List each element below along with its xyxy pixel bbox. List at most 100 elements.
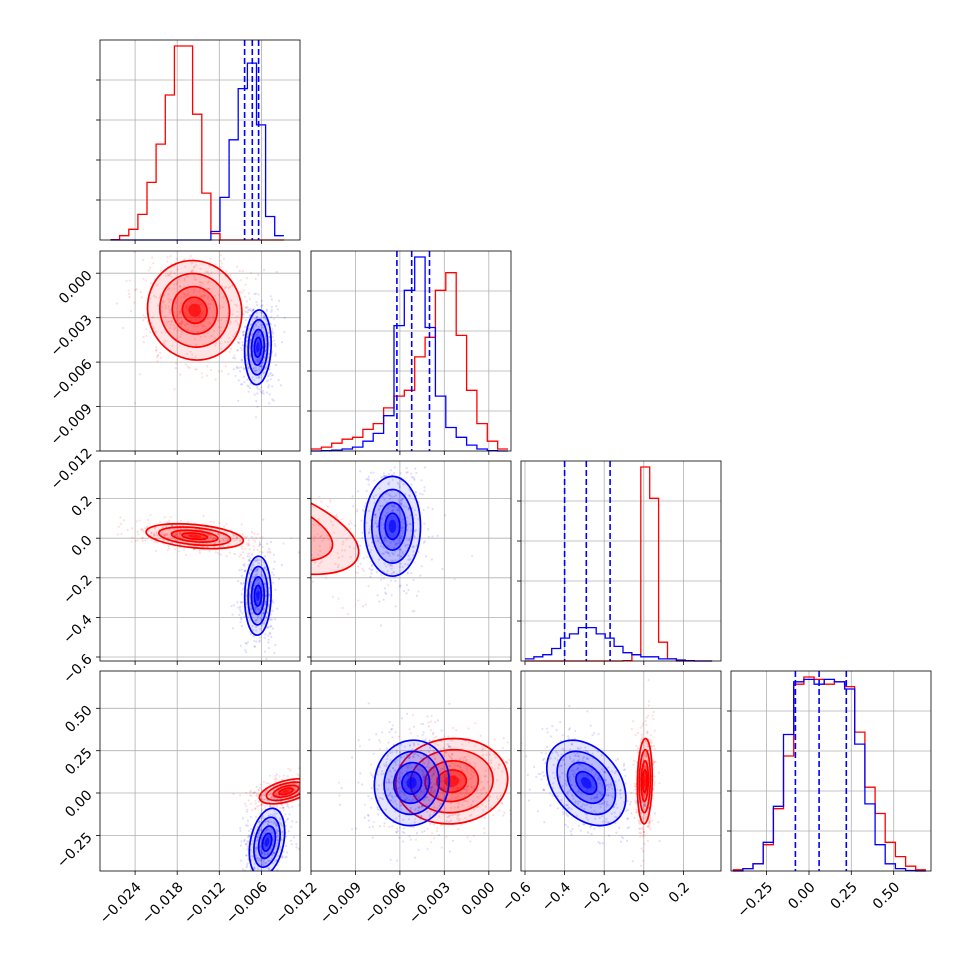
- scatter-panel-2-1-red-point: [270, 490, 272, 492]
- scatter-panel-1-0-red-point: [164, 315, 167, 318]
- scatter-panel-2-1-blue-point: [422, 541, 425, 544]
- scatter-panel-3-0-blue-point: [273, 798, 276, 801]
- scatter-panel-2-0-blue-point: [242, 601, 245, 604]
- scatter-panel-3-0-blue-point: [261, 851, 264, 854]
- scatter-panel-1-0-red-point: [242, 289, 245, 292]
- scatter-panel-3-1-blue-point: [409, 790, 412, 793]
- scatter-panel-3-1-red-point: [494, 756, 497, 759]
- scatter-panel-2-1-blue-point: [380, 524, 383, 527]
- scatter-panel-2-1-red-point: [367, 585, 370, 588]
- scatter-panel-1-0-blue-point: [244, 307, 247, 310]
- scatter-panel-1-0-red-point: [163, 343, 166, 346]
- scatter-panel-2-0-red-point: [232, 533, 235, 536]
- scatter-panel-1-0-blue-point: [260, 304, 263, 307]
- scatter-panel-2-0-red-point: [244, 537, 247, 540]
- scatter-panel-1-0-blue-point: [280, 341, 284, 344]
- scatter-panel-3-0-blue-point: [267, 820, 270, 823]
- scatter-panel-1-0-blue-point: [247, 292, 250, 295]
- scatter-panel-2-1-blue-point: [391, 552, 394, 555]
- scatter-panel-2-0-red-point: [224, 538, 227, 541]
- scatter-panel-3-1-red-point: [448, 755, 451, 758]
- scatter-panel-2-1-blue-point: [371, 568, 374, 571]
- scatter-panel-2-0-blue-point: [254, 559, 257, 562]
- scatter-panel-2-0-red-point: [254, 540, 257, 543]
- scatter-panel-2-0-blue-point: [236, 580, 240, 583]
- scatter-panel-3-0-red-point: [305, 784, 307, 786]
- scatter-panel-2-1-blue-point: [396, 509, 399, 512]
- scatter-panel-2-1-red-point: [417, 590, 420, 593]
- scatter-panel-3-0-blue-point: [246, 824, 249, 827]
- scatter-panel-3-0-blue-point: [262, 859, 265, 863]
- scatter-panel-3-1-red-point: [444, 774, 447, 777]
- scatter-panel-2-0-red-point: [225, 555, 228, 558]
- scatter-panel-3-0-red-point: [301, 771, 303, 773]
- scatter-panel-2-0-blue-point: [256, 568, 259, 571]
- scatter-panel-2-0-blue-point: [240, 601, 243, 604]
- scatter-panel-2-1-blue-point: [404, 544, 407, 547]
- scatter-panel-1-0-blue-point: [276, 314, 279, 317]
- scatter-panel-2-1-blue-point: [387, 545, 390, 548]
- scatter-panel-3-0-red-point: [307, 785, 309, 787]
- scatter-panel-1-0-blue-point: [255, 399, 258, 403]
- scatter-panel-3-0-red-point: [298, 767, 300, 770]
- scatter-panel-2-0-blue-point: [239, 621, 242, 624]
- scatter-panel-3-0-blue-point: [258, 821, 261, 824]
- scatter-panel-3-1-blue-point: [467, 765, 470, 768]
- scatter-panel-3-1-red-point: [484, 805, 487, 808]
- scatter-panel-2-1-red-point: [164, 481, 166, 483]
- scatter-panel-3-1-blue-point: [422, 804, 425, 807]
- scatter-panel-2-1-red-point: [195, 490, 197, 492]
- scatter-panel-3-0-blue-point: [270, 820, 273, 824]
- scatter-panel-2-1-red-point: [356, 572, 360, 575]
- scatter-panel-2-1-blue-point: [385, 511, 389, 514]
- scatter-panel-1-0-blue-point: [247, 308, 250, 311]
- scatter-panel-3-1-blue-point: [463, 787, 466, 791]
- scatter-panel-3-1-red-point: [416, 734, 419, 738]
- scatter-panel-3-0-frame: [99, 670, 301, 872]
- scatter-panel-3-0-red-point: [302, 779, 304, 781]
- scatter-panel-2-1-blue-point: [363, 505, 366, 508]
- scatter-panel-2-0-blue-point: [264, 616, 268, 620]
- scatter-panel-1-0-blue-point: [246, 332, 249, 335]
- scatter-panel-1-0-red-point: [190, 262, 193, 265]
- scatter-panel-1-0-red-point: [203, 320, 206, 323]
- scatter-panel-3-0-blue-point: [264, 831, 267, 834]
- scatter-panel-2-0-red-point: [248, 543, 251, 546]
- scatter-panel-1-0-red-point: [220, 329, 223, 332]
- scatter-panel-1-0-blue-point: [242, 313, 245, 316]
- scatter-panel-2-1-blue-point: [383, 537, 386, 540]
- scatter-panel-3-0-blue-point: [276, 835, 280, 838]
- scatter-panel-1-0-red-point: [176, 314, 179, 317]
- scatter-panel-2-1-red-point: [350, 522, 353, 525]
- scatter-panel-3-1-blue-point: [404, 799, 407, 802]
- scatter-panel-3-1-blue-point: [397, 777, 400, 780]
- scatter-panel-2-0-blue-point: [259, 639, 262, 642]
- scatter-panel-2-1-blue-point: [406, 523, 409, 526]
- scatter-panel-3-1-blue-point: [426, 810, 429, 813]
- scatter-panel-1-0-red-point: [179, 373, 182, 376]
- scatter-panel-3-0-red-point: [271, 795, 274, 798]
- scatter-panel-1-0-red-point: [177, 312, 180, 316]
- scatter-panel-3-0-blue-point: [260, 858, 263, 861]
- scatter-panel-2-1-red-point: [267, 529, 269, 531]
- scatter-panel-2-0-red-point: [170, 524, 173, 527]
- scatter-panel-2-0-blue-point: [254, 582, 257, 585]
- scatter-panel-3-0-blue-point: [253, 862, 256, 865]
- scatter-panel-3-1-blue-point: [385, 761, 388, 764]
- scatter-panel-3-1-blue-point: [408, 756, 411, 759]
- scatter-panel-2-1-red-point: [341, 606, 344, 610]
- scatter-panel-1-0-red-point: [226, 340, 230, 343]
- scatter-panel-3-1-red-point: [423, 773, 426, 777]
- scatter-panel-3-0-red-point: [276, 793, 279, 797]
- scatter-panel-1-0-blue-point: [268, 344, 271, 347]
- scatter-panel-1-0-blue-point: [243, 325, 246, 329]
- scatter-panel-2-1-red-point: [345, 538, 348, 541]
- scatter-panel-3-0-red-contour-3: [278, 787, 294, 796]
- scatter-panel-3-1-red-point: [406, 766, 409, 769]
- scatter-panel-3-1-red-point: [443, 787, 446, 790]
- scatter-panel-1-0-red-point: [230, 299, 233, 302]
- scatter-panel-3-1-red-point: [420, 815, 423, 818]
- scatter-panel-3-1-red-point: [420, 722, 423, 725]
- scatter-panel-2-1-blue-point: [382, 527, 385, 530]
- scatter-panel-2-1-red-point: [279, 551, 281, 553]
